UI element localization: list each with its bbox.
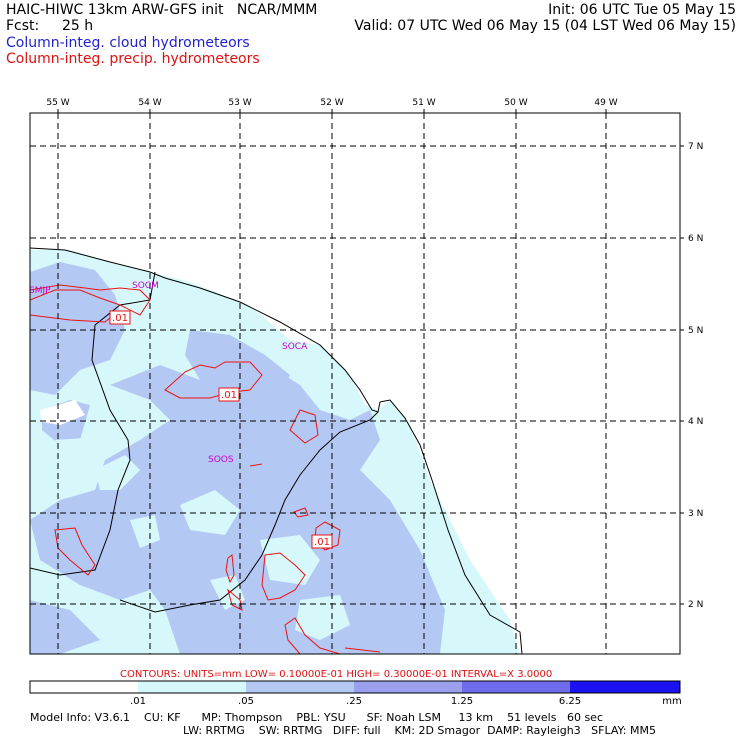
init-time: Init: 06 UTC Tue 05 May 15 [548,2,736,18]
lon-label: 49 W [594,98,617,108]
station-socm: SOCM [132,281,159,291]
lon-label: 52 W [320,98,343,108]
forecast-label: Fcst: [6,18,40,34]
plot-title: HAIC-HIWC 13km ARW-GFS init NCAR/MMM [6,2,318,18]
colorbar-tick: 1.25 [451,696,473,707]
lat-label: 2 N [688,600,703,610]
colorbar-tick: .25 [346,696,362,707]
lon-label: 55 W [46,98,69,108]
color-bar-ticks: .01 .05 .25 1.25 6.25 mm [130,696,682,707]
contour-label: .01 [221,390,237,401]
color-bar [29,680,681,694]
precip-contours [30,284,381,654]
contours-info: CONTOURS: UNITS=mm LOW= 0.10000E-01 HIGH… [120,669,552,680]
contour-value-labels: .01 .01 .01 [109,310,333,549]
clear-patches [40,310,320,425]
station-labels: SMJP SOCM SOCA SOOS [29,281,308,465]
colorbar-tick: .01 [130,696,146,707]
lon-label: 54 W [138,98,161,108]
lat-label: 4 N [688,417,703,427]
latitude-labels: 7 N 6 N 5 N 4 N 3 N 2 N [688,142,703,610]
lon-label: 53 W [228,98,251,108]
cloud-field-medium [30,262,445,654]
axis-ticks [57,109,684,605]
cloud-field-label: Column-integ. cloud hydrometeors [6,35,250,51]
model-info-line2: LW: RRTMG SW: RRTMG DIFF: full KM: 2D Sm… [183,724,656,737]
lat-label: 6 N [688,234,703,244]
station-soos: SOOS [208,455,234,465]
lat-label: 3 N [688,509,703,519]
lon-label: 51 W [412,98,435,108]
longitude-labels: 55 W 54 W 53 W 52 W 51 W 50 W 49 W [46,98,617,108]
colorbar-tick: .05 [238,696,254,707]
colorbar-tick: 6.25 [559,696,581,707]
lat-lon-grid [30,113,680,654]
lat-label: 7 N [688,142,703,152]
colorbar-unit: mm [662,696,681,707]
forecast-hour: 25 h [62,18,94,34]
lat-label: 5 N [688,326,703,336]
contour-label: .01 [314,537,330,548]
station-smjp: SMJP [29,286,51,296]
station-soca: SOCA [282,342,308,352]
lon-label: 50 W [504,98,527,108]
contour-label: .01 [112,313,128,324]
valid-time: Valid: 07 UTC Wed 06 May 15 (04 LST Wed … [354,18,736,34]
cloud-field-holes [55,438,350,640]
map-frame [29,112,681,655]
precip-field-label: Column-integ. precip. hydrometeors [6,51,260,67]
model-info-line1: Model Info: V3.6.1 CU: KF MP: Thompson P… [30,711,603,724]
